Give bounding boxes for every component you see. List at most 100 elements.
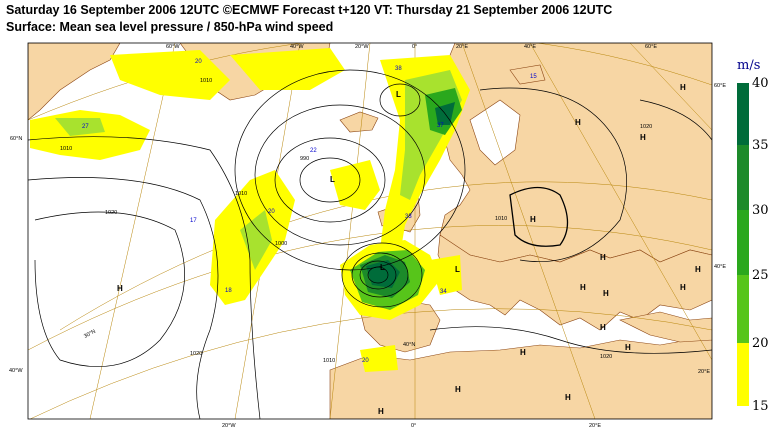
wind-value: 18 [225, 288, 232, 294]
isobar-label: 1010 [200, 78, 212, 84]
high-center: H [530, 215, 536, 224]
wind-core-mid-atlantic [240, 210, 272, 270]
isobar-storm-4 [341, 242, 423, 308]
land-northern-europe [439, 43, 712, 263]
legend-tick: 30 [752, 203, 769, 218]
bottom-label: 0° [411, 423, 416, 429]
isobar-label: 990 [300, 156, 309, 162]
isobar-1010-west [28, 136, 261, 419]
low-center: L [396, 90, 401, 99]
isobar-1010-east [479, 87, 627, 263]
legend-swatch [737, 83, 749, 145]
isobar-north-low [379, 83, 421, 117]
isobar-label: 1000 [275, 241, 287, 247]
legend-tick: 35 [752, 138, 769, 153]
top-label: 20°E [456, 44, 468, 50]
high-center: H [378, 407, 384, 416]
isobar-storm-2 [359, 260, 397, 290]
high-center: H [455, 385, 461, 394]
pressure-centers: L L L L H H H H H H H H H H H H H H H H [117, 83, 701, 416]
chart-subtitle: Surface: Mean sea level pressure / 850-h… [6, 20, 334, 34]
high-center: H [520, 348, 526, 357]
legend-tick: 25 [752, 268, 769, 283]
isobar-1020-west [28, 177, 219, 419]
high-center: H [117, 284, 123, 293]
low-center: L [330, 175, 335, 184]
border-labels: 60°W 40°W 20°W 0° 20°E 40°E 60°E 20°W 0°… [9, 44, 726, 429]
wind-value: 20 [268, 209, 275, 215]
parallel-40n [28, 225, 712, 351]
legend-swatch [737, 343, 749, 406]
high-center: H [580, 283, 586, 292]
parallel-30n [29, 308, 712, 419]
legend-tick: 40 [752, 76, 769, 91]
bottom-label: 20°W [222, 423, 236, 429]
wind-band-greenland [110, 50, 230, 100]
wind-value: 22 [310, 148, 317, 154]
legend-swatch [737, 275, 749, 343]
wind-labels: 20 27 38 22 37 17 18 20 15 34 20 33 [82, 59, 537, 364]
high-center: H [680, 283, 686, 292]
isobar-low-3 [254, 104, 426, 246]
legend-swatch [737, 210, 749, 275]
wind-value: 27 [82, 124, 89, 130]
land-north-america [28, 43, 121, 121]
baltic-sea [469, 99, 521, 166]
high-center: H [565, 393, 571, 402]
wind-value: 20 [362, 358, 369, 364]
isobar-label: 1020 [190, 351, 202, 357]
parallel-50n [59, 181, 712, 331]
isobar-low-inner [299, 157, 361, 203]
wind-value: 37 [437, 123, 444, 129]
land-middle-east [619, 311, 712, 343]
wind-shading [30, 48, 470, 372]
color-legend [737, 83, 749, 406]
isobar-storm-1 [367, 266, 389, 284]
meridian-60e [629, 43, 712, 131]
isobar-low-4 [234, 69, 466, 271]
bottom-label: 20°E [589, 423, 601, 429]
left-label: 40°W [9, 368, 23, 374]
top-label: 60°E [645, 44, 657, 50]
map-frame [27, 42, 713, 420]
high-center: H [640, 133, 646, 142]
isobar-label: 1010 [495, 216, 507, 222]
high-center: H [575, 118, 581, 127]
top-label: 0° [412, 44, 417, 50]
isobar-labels: 1010 1020 1010 1020 990 1000 1010 1010 1… [60, 78, 652, 364]
wind-max-storm [366, 260, 400, 288]
isobar-1010-south [429, 326, 712, 354]
meridian-20w [329, 43, 371, 419]
isobar-label: 1020 [600, 354, 612, 360]
meridian-60w [89, 43, 176, 419]
land-svalbard [509, 64, 546, 85]
right-label: 20°E [698, 369, 710, 375]
right-label: 40°E [714, 264, 726, 270]
wind-value: 33 [405, 214, 412, 220]
top-label: 40°W [290, 44, 304, 50]
isobar-high-azores [34, 211, 185, 367]
top-label: 20°W [355, 44, 369, 50]
isobars [28, 69, 712, 419]
legend-swatch [737, 145, 749, 210]
wind-value: 20 [195, 59, 202, 65]
land-southern-europe [437, 234, 712, 331]
wind-band-france [430, 255, 462, 295]
land-north-africa [329, 337, 712, 419]
wind-band-north [230, 48, 345, 90]
top-label: 40°E [524, 44, 536, 50]
wind-value: 15 [530, 74, 537, 80]
legend-unit: m/s [737, 58, 761, 73]
high-center: H [600, 323, 606, 332]
isobar-label: 1020 [105, 210, 117, 216]
right-label: 60°E [714, 83, 726, 89]
legend-tick: 15 [752, 399, 769, 414]
wind-value: 17 [190, 218, 197, 224]
isobar-label: 1020 [640, 124, 652, 130]
land-iceland [339, 111, 379, 133]
chart-title: Saturday 16 September 2006 12UTC ©ECMWF … [6, 3, 613, 17]
wind-value: 38 [395, 66, 402, 72]
low-center: L [380, 263, 385, 272]
isobar-low-2 [274, 137, 386, 223]
